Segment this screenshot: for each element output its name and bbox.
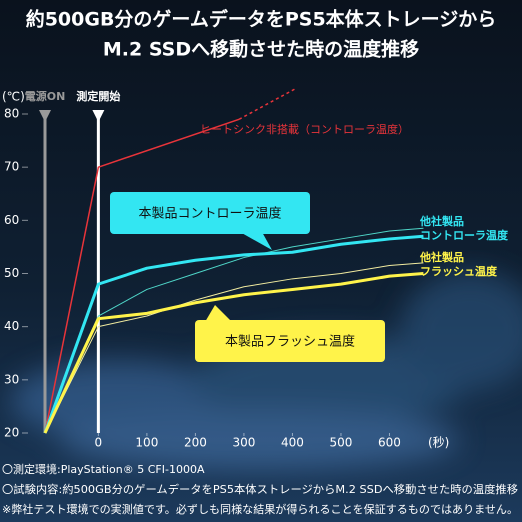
- callout-box: [195, 320, 385, 362]
- y-tick-label: 70: [4, 160, 19, 174]
- x-tick-label: 400: [281, 436, 304, 450]
- x-tick-label: 300: [232, 436, 255, 450]
- x-axis-label: (秒): [428, 436, 449, 450]
- callout-text: 本製品フラッシュ温度: [225, 334, 355, 350]
- series-line: [44, 227, 424, 434]
- y-tick-label: 60: [4, 213, 19, 227]
- title-line: 約500GB分のゲームデータをPS5本体ストレージから: [26, 8, 497, 31]
- callout-pointer: [240, 232, 272, 250]
- y-tick-label: 50: [4, 266, 19, 280]
- series-label: コントローラ温度: [420, 228, 509, 242]
- x-tick-label: 100: [135, 436, 158, 450]
- marker-arrow: [39, 110, 51, 122]
- x-tick-label: 500: [330, 436, 353, 450]
- x-tick-label: 600: [378, 436, 401, 450]
- footnote: ※弊社テスト環境での実測値です。必ずしも同様な結果が得られることを保証するもので…: [2, 502, 518, 516]
- marker-label: 測定開始: [76, 89, 120, 103]
- callout-box: [110, 192, 310, 234]
- series-label: 他社製品: [419, 214, 464, 228]
- callout-text: 本製品コントローラ温度: [138, 206, 281, 222]
- series-line: [238, 88, 296, 120]
- y-tick-label: 40: [4, 319, 19, 333]
- title-line: M.2 SSDへ移動させた時の温度推移: [103, 38, 419, 61]
- footnote: 〇測定環境:PlayStation® 5 CFI-1000A: [2, 462, 205, 476]
- series-label: ヒートシンク非搭載（コントローラ温度）: [200, 122, 409, 136]
- callout-pointer: [205, 305, 232, 322]
- y-tick-label: 20: [4, 426, 19, 440]
- y-axis-label: (℃): [2, 90, 25, 104]
- x-tick-label: 200: [184, 436, 207, 450]
- x-tick-label: 0: [95, 436, 103, 450]
- y-tick-label: 30: [4, 372, 19, 386]
- series-line: [43, 272, 424, 434]
- y-tick-label: 80: [4, 107, 19, 121]
- series-line: [43, 234, 424, 434]
- footnote: 〇試験内容:約500GB分のゲームデータをPS5本体ストレージからM.2 SSD…: [2, 482, 518, 496]
- marker-label: 電源ON: [25, 89, 66, 103]
- marker-arrow: [92, 110, 105, 122]
- series-label: 他社製品: [419, 250, 464, 264]
- series-label: フラッシュ温度: [420, 264, 498, 278]
- series-line: [44, 262, 424, 434]
- series-line: [44, 118, 240, 434]
- plot: 20 30 40 50 60 70 80 0 100 200 300 400 500 600 電源ON 測定開…: [4, 88, 424, 450]
